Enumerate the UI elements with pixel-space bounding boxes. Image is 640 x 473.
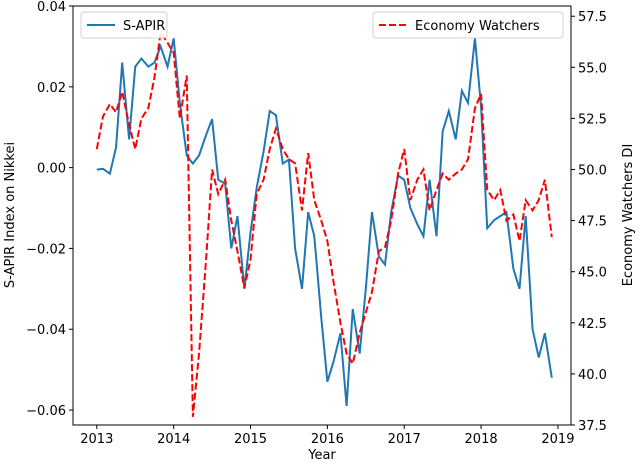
x-axis-label: Year [307, 448, 336, 463]
y-tick-label: 0.02 [37, 81, 66, 96]
y2-tick-label: 45.0 [578, 266, 607, 281]
x-tick-label: 2018 [465, 432, 498, 447]
y2-tick-label: 37.5 [578, 419, 607, 434]
legend-label: S-APIR [123, 19, 165, 34]
y2-tick-label: 52.5 [578, 112, 607, 127]
series-line [95, 29, 553, 417]
legend: S-APIR [80, 11, 168, 39]
y-tick-label: −0.06 [26, 404, 66, 419]
plot-frame [72, 5, 572, 426]
y2-tick-label: 40.0 [578, 368, 607, 383]
y2-axis-label: Economy Watchers DI [621, 144, 636, 287]
series-line [96, 38, 553, 407]
y2-tick-label: 50.0 [578, 164, 607, 179]
y2-tick-label: 55.0 [578, 61, 607, 76]
y-tick-label: −0.02 [26, 242, 66, 257]
y-tick-label: −0.04 [26, 323, 66, 338]
y2-tick-label: 42.5 [578, 317, 607, 332]
legend-box [80, 11, 168, 39]
x-tick-label: 2014 [157, 432, 190, 447]
y-tick-label: 0.00 [37, 162, 66, 177]
y-tick-label: 0.04 [37, 0, 66, 15]
legend: Economy Watchers [372, 11, 564, 39]
x-tick-label: 2015 [234, 432, 267, 447]
y2-tick-label: 47.5 [578, 215, 607, 230]
x-tick-label: 2013 [80, 432, 113, 447]
legend-label: Economy Watchers [415, 19, 540, 34]
legend-box [372, 11, 564, 39]
y2-tick-label: 57.5 [578, 10, 607, 25]
x-tick-label: 2017 [388, 432, 421, 447]
y-axis-label: S-APIR Index on Nikkei [3, 142, 18, 288]
x-tick-label: 2019 [541, 432, 574, 447]
x-tick-label: 2016 [311, 432, 344, 447]
